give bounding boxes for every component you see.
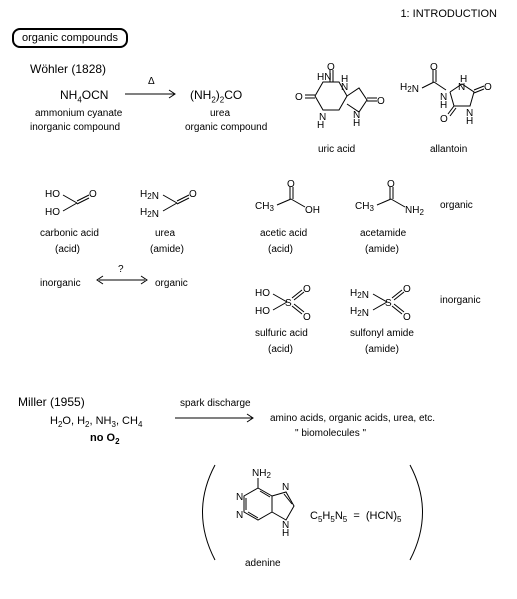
wohler-reactant-label2: inorganic compound (30, 122, 120, 133)
allantoin-structure: H2N O NH H N NH O O (400, 60, 500, 140)
wohler-product-label2: organic compound (185, 122, 267, 133)
sulfonyl-name: sulfonyl amide (350, 328, 414, 339)
title-box: organic compounds (12, 28, 128, 48)
svg-text:H: H (440, 100, 447, 111)
sulfonyl-structure: H2N H2N S O O (350, 280, 425, 325)
delta-symbol: Δ (148, 76, 155, 87)
urea2-name: urea (155, 228, 175, 239)
acetic-type: (acid) (268, 244, 293, 255)
urea2-type: (amide) (150, 244, 184, 255)
miller-arrow (175, 410, 260, 426)
sulfuric-type: (acid) (268, 344, 293, 355)
svg-text:O: O (430, 62, 438, 73)
svg-text:N: N (236, 492, 243, 503)
svg-text:HO: HO (255, 306, 270, 317)
svg-text:CH3: CH3 (255, 201, 274, 213)
svg-text:O: O (303, 312, 311, 323)
svg-text:O: O (387, 179, 395, 190)
svg-text:N: N (458, 82, 465, 93)
svg-text:H: H (353, 118, 360, 129)
svg-text:O: O (377, 96, 385, 107)
svg-text:H: H (466, 116, 473, 127)
uric-acid-structure: O HN N O H H N N H O (295, 60, 385, 140)
svg-text:HN: HN (317, 72, 331, 83)
carbonic-type: (acid) (55, 244, 80, 255)
sulfonyl-type: (amide) (365, 344, 399, 355)
uric-acid-label: uric acid (318, 144, 355, 155)
wohler-heading: Wöhler (1828) (30, 62, 106, 76)
urea2-structure: H2N H2N O (140, 185, 205, 225)
svg-text:NH2: NH2 (252, 468, 271, 480)
acetic-name: acetic acid (260, 228, 307, 239)
svg-text:H: H (317, 120, 324, 131)
svg-text:N: N (341, 82, 348, 93)
miller-products: amino acids, organic acids, urea, etc. (270, 413, 435, 424)
transition-left: inorganic (40, 278, 81, 289)
svg-text:O: O (327, 62, 335, 73)
wohler-reactant-label1: ammonium cyanate (35, 108, 122, 119)
svg-text:O: O (484, 82, 492, 93)
adenine-structure: NH2 N N N N H (222, 468, 302, 553)
svg-text:H2N: H2N (400, 82, 419, 95)
svg-text:HO: HO (255, 288, 270, 299)
adenine-label: adenine (245, 558, 281, 569)
miller-biomolecules: biomolecules (295, 428, 366, 439)
miller-heading: Miller (1955) (18, 395, 85, 409)
svg-text:HO: HO (45, 207, 60, 218)
acetic-structure: CH3 O OH (255, 185, 325, 225)
svg-text:S: S (385, 298, 392, 309)
svg-text:H2N: H2N (350, 306, 369, 319)
carbonic-acid-structure: HO HO O (45, 185, 105, 225)
svg-text:O: O (403, 284, 411, 295)
sulfuric-structure: HO HO S O O (255, 280, 325, 325)
svg-text:H: H (282, 528, 289, 539)
inorganic-right-label: inorganic (440, 295, 481, 306)
svg-text:NH2: NH2 (405, 205, 424, 217)
transition-q: ? (118, 264, 124, 275)
svg-text:O: O (295, 92, 303, 103)
page-header: 1: INTRODUCTION (400, 8, 497, 20)
wohler-product: (NH2)2CO (190, 88, 242, 104)
miller-condition: spark discharge (180, 398, 251, 409)
svg-text:O: O (287, 179, 295, 190)
svg-text:O: O (440, 114, 448, 125)
miller-no-o2: no O2 (90, 432, 120, 446)
svg-text:HO: HO (45, 189, 60, 200)
acetamide-type: (amide) (365, 244, 399, 255)
svg-text:OH: OH (305, 205, 320, 216)
svg-text:O: O (189, 189, 197, 200)
wohler-product-label1: urea (210, 108, 230, 119)
miller-reactants: H2O, H2, NH3, CH4 (50, 415, 142, 429)
svg-text:S: S (285, 298, 292, 309)
svg-text:N: N (282, 482, 289, 493)
adenine-formula: C5H5N5 = (HCN)5 (310, 510, 401, 524)
transition-right: organic (155, 278, 188, 289)
acetamide-structure: CH3 O NH2 (355, 185, 425, 225)
carbonic-name: carbonic acid (40, 228, 99, 239)
svg-text:O: O (89, 189, 97, 200)
svg-text:N: N (236, 510, 243, 521)
sulfuric-name: sulfuric acid (255, 328, 308, 339)
wohler-arrow (125, 80, 185, 100)
left-paren (185, 460, 225, 565)
organic-right-label: organic (440, 200, 473, 211)
svg-text:O: O (303, 284, 311, 295)
svg-text:H2N: H2N (140, 207, 159, 220)
svg-text:CH3: CH3 (355, 201, 374, 213)
right-paren (400, 460, 440, 565)
svg-text:H2N: H2N (350, 288, 369, 301)
wohler-reactant: NH4OCN (60, 88, 108, 104)
svg-text:H2N: H2N (140, 189, 159, 202)
acetamide-name: acetamide (360, 228, 406, 239)
allantoin-label: allantoin (430, 144, 467, 155)
svg-text:O: O (403, 312, 411, 323)
